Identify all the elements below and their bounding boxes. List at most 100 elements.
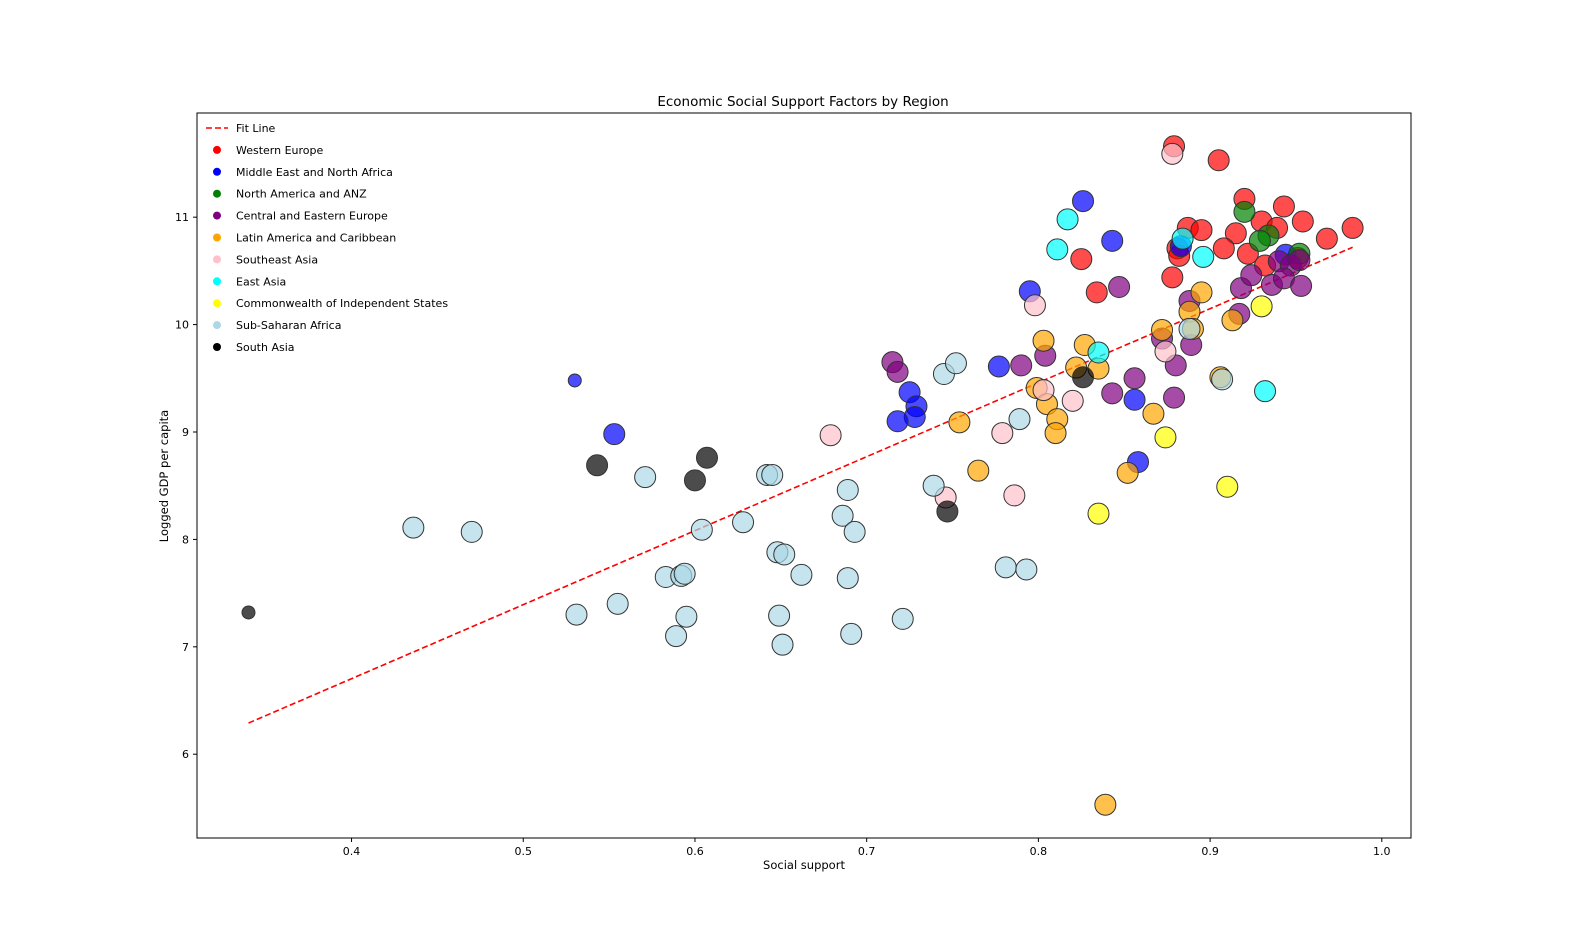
legend-label: Central and Eastern Europe: [236, 210, 388, 223]
data-point: [1123, 367, 1146, 390]
data-point: [1072, 190, 1095, 213]
data-point: [836, 479, 859, 501]
data-point: [836, 567, 859, 590]
x-tick-label: 0.8: [1030, 845, 1048, 858]
y-tick-label: 9: [182, 426, 189, 439]
data-point: [1032, 379, 1055, 402]
legend-label: Southeast Asia: [236, 253, 318, 266]
legend-marker: [213, 299, 221, 308]
legend-label: Latin America and Caribbean: [236, 232, 396, 245]
data-point: [732, 511, 755, 534]
data-point: [1254, 380, 1277, 403]
data-point: [675, 605, 698, 628]
data-point: [886, 410, 909, 433]
data-point: [567, 373, 582, 388]
data-point: [790, 563, 813, 586]
x-tick-label: 0.5: [515, 845, 533, 858]
y-axis-label: Logged GDP per capita: [157, 410, 171, 542]
legend-marker: [213, 211, 221, 220]
data-point: [1240, 264, 1263, 287]
data-point: [1101, 229, 1124, 252]
data-point: [1094, 793, 1117, 816]
data-point: [773, 543, 796, 566]
x-tick-label: 0.9: [1201, 845, 1219, 858]
data-point: [695, 446, 718, 469]
data-point: [1087, 502, 1110, 525]
data-point: [690, 518, 713, 541]
data-point: [1010, 354, 1033, 377]
data-point: [402, 516, 425, 539]
legend-marker: [213, 255, 221, 264]
legend-marker: [213, 233, 221, 242]
data-point: [1190, 219, 1213, 242]
data-point: [843, 520, 866, 543]
x-axis-label: Social support: [763, 858, 845, 872]
data-point: [460, 520, 483, 543]
data-point: [1061, 389, 1084, 412]
data-point: [991, 422, 1014, 445]
legend-marker: [213, 145, 221, 154]
data-point: [1178, 317, 1201, 340]
y-tick-label: 11: [175, 211, 189, 224]
y-tick-label: 8: [182, 533, 189, 546]
data-point: [1248, 229, 1271, 252]
data-point: [922, 474, 945, 497]
data-point: [771, 633, 794, 656]
data-point: [1008, 408, 1031, 431]
legend-marker: [213, 277, 221, 286]
data-point: [936, 500, 959, 523]
data-point: [1224, 222, 1247, 245]
data-point: [831, 504, 854, 527]
data-point: [565, 603, 588, 626]
legend-marker: [213, 189, 221, 198]
data-point: [886, 360, 909, 383]
data-point: [768, 604, 791, 627]
data-point: [606, 592, 629, 615]
data-point: [819, 424, 842, 447]
data-point: [1087, 341, 1110, 364]
data-point: [586, 454, 609, 477]
data-point: [1070, 248, 1093, 271]
data-point: [1072, 366, 1095, 389]
legend-label: South Asia: [236, 341, 295, 354]
legend-marker: [213, 167, 221, 176]
data-point: [987, 355, 1010, 378]
data-point: [1161, 142, 1184, 165]
chart-title: Economic Social Support Factors by Regio…: [657, 94, 948, 110]
data-point: [1341, 216, 1364, 239]
y-tick-label: 6: [182, 748, 189, 761]
data-point: [1123, 388, 1146, 411]
data-point: [241, 605, 256, 620]
data-point: [1207, 149, 1230, 172]
data-point: [967, 459, 990, 482]
y-axis-ticks: 6 7 8 9 10 11: [175, 211, 197, 761]
legend-label: Middle East and North Africa: [236, 166, 393, 179]
legend-label: Western Europe: [236, 144, 324, 157]
data-point: [1290, 274, 1313, 297]
data-point: [1212, 237, 1235, 260]
data-point: [891, 607, 914, 630]
data-point: [1032, 329, 1055, 352]
plot-frame: [196, 112, 1412, 839]
data-point: [1046, 238, 1069, 261]
data-point: [761, 463, 784, 486]
x-tick-label: 0.6: [686, 845, 704, 858]
data-point: [1190, 281, 1213, 304]
data-point: [1291, 210, 1314, 233]
data-point: [1154, 340, 1177, 363]
data-point: [1085, 281, 1108, 304]
data-point: [603, 423, 626, 446]
data-point: [840, 622, 863, 645]
data-point: [1056, 208, 1079, 231]
x-tick-label: 0.4: [343, 845, 361, 858]
x-axis-ticks: 0.4 0.5 0.6 0.7 0.8 0.9 1.0: [343, 838, 1391, 858]
data-point: [665, 625, 688, 648]
x-tick-label: 1.0: [1373, 845, 1391, 858]
data-point: [1154, 426, 1177, 449]
x-tick-label: 0.7: [858, 845, 876, 858]
data-point: [1211, 368, 1234, 391]
data-point: [1116, 461, 1139, 484]
y-tick-label: 7: [182, 641, 189, 654]
data-point: [1221, 309, 1244, 332]
